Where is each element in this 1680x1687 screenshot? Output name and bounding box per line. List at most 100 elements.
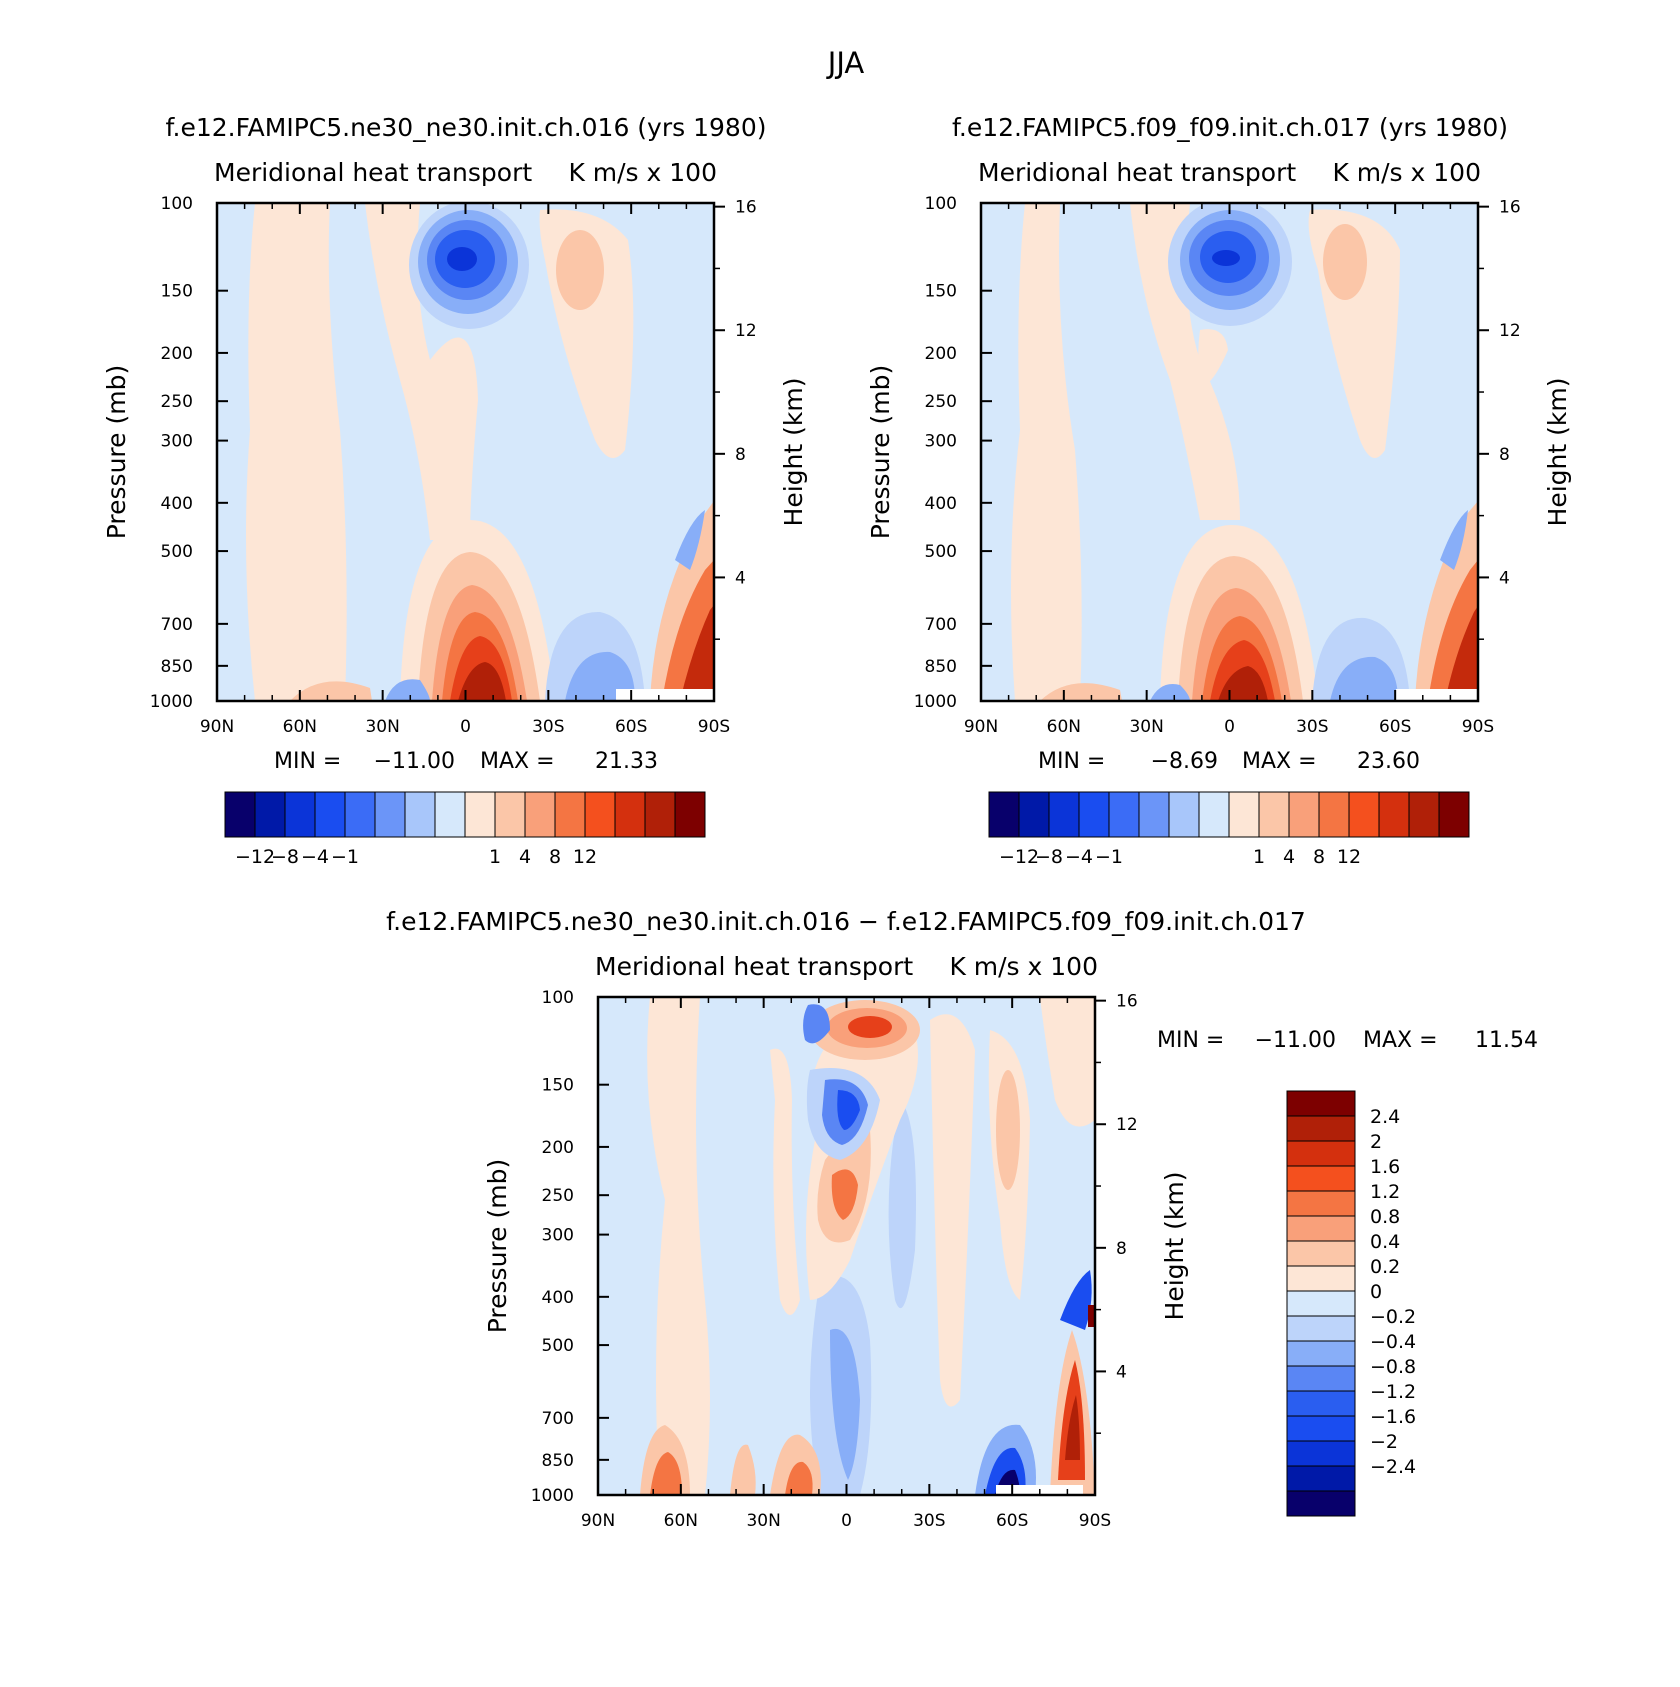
y-axis-pressure: 100 150 200 250 300 400 500 700 850 1000: [531, 988, 609, 1506]
min-label: MIN =: [1038, 749, 1105, 774]
colorbar-box: [614, 791, 646, 838]
y-tick-label: 200: [161, 344, 193, 364]
y-tick-label: 850: [161, 657, 193, 677]
x-tick-label: 30S: [1296, 717, 1328, 737]
shading-contour: [290, 681, 372, 701]
panel-top-right: f.e12.FAMIPC5.f09_f09.init.ch.017 (yrs 1…: [866, 113, 1572, 868]
colorbar-label: 8: [549, 846, 561, 868]
colorbar-box: [1286, 1315, 1356, 1342]
shading-contour: [675, 510, 705, 570]
x-axis: 90N 60N 30N 0 30S 60S 90S: [200, 203, 730, 737]
y-tick-label: 700: [161, 615, 193, 635]
shading-contour: [831, 1169, 858, 1220]
shading-field: [598, 997, 1095, 1495]
colorbar-box: [1198, 791, 1230, 838]
colorbar-label: 2.4: [1370, 1106, 1400, 1128]
panel-difference: f.e12.FAMIPC5.ne30_ne30.init.ch.016 − f.…: [386, 907, 1538, 1531]
panel-title: f.e12.FAMIPC5.ne30_ne30.init.ch.016 (yrs…: [166, 113, 767, 142]
y-tick-label: 250: [925, 392, 957, 412]
colorbar-box: [344, 791, 376, 838]
colorbar-label: 4: [519, 846, 531, 868]
y-tick-label: 1000: [914, 692, 957, 712]
y-tick-label: 150: [925, 282, 957, 302]
shading-band: [246, 203, 347, 701]
panel-subtitle-right: K m/s x 100: [1332, 158, 1481, 187]
colorbar-box: [434, 791, 466, 838]
y-tick-label: 250: [542, 1186, 574, 1206]
colorbar-box: [1286, 1340, 1356, 1367]
shading-contour: [556, 230, 604, 310]
x-tick-label: 60S: [1379, 717, 1411, 737]
colorbar-box: [284, 791, 316, 838]
shading-contour: [650, 1452, 682, 1495]
colorbar-box: [1286, 1415, 1356, 1442]
y-tick-label: 300: [925, 432, 957, 452]
x-tick-label: 30N: [1129, 717, 1163, 737]
colorbar-box: [644, 791, 676, 838]
shading-contour: [565, 651, 635, 701]
y-right-tick-label: 12: [735, 321, 757, 341]
colorbar-box: [1286, 1165, 1356, 1192]
y-axis-label: Pressure (mb): [866, 365, 895, 539]
x-tick-label: 30S: [913, 1511, 945, 1531]
colorbar-label: 0.2: [1370, 1256, 1400, 1278]
shading-contour: [1330, 656, 1398, 701]
panel-subtitle-left: Meridional heat transport: [214, 158, 532, 187]
colorbar-box: [1286, 1465, 1356, 1492]
colorbar-label: −4: [301, 846, 329, 868]
colorbar-box: [1286, 1365, 1356, 1392]
colorbar-box: [1286, 1490, 1356, 1517]
x-tick-label: 0: [841, 1511, 852, 1531]
panel-subtitle-left: Meridional heat transport: [978, 158, 1296, 187]
colorbar-box: [464, 791, 496, 838]
y-right-tick-label: 16: [1116, 992, 1138, 1012]
y-tick-label: 500: [925, 542, 957, 562]
colorbar-box: [1108, 791, 1140, 838]
panel-subtitle-right: K m/s x 100: [949, 952, 1098, 981]
shading-band: [1040, 997, 1095, 1127]
colorbar-box: [224, 791, 256, 838]
shading-contour: [1088, 1305, 1095, 1327]
y-tick-label: 1000: [531, 1486, 574, 1506]
x-tick-label: 30N: [746, 1511, 780, 1531]
colorbar-box: [988, 791, 1020, 838]
x-tick-label: 60N: [283, 717, 317, 737]
panel-top-left: f.e12.FAMIPC5.ne30_ne30.init.ch.016 (yrs…: [102, 113, 808, 868]
colorbar-label: 1: [1253, 846, 1265, 868]
colorbar-box: [1408, 791, 1440, 838]
colorbar-label: −2.4: [1370, 1456, 1416, 1478]
y-tick-label: 150: [161, 282, 193, 302]
shading-field: [981, 203, 1478, 701]
colorbar-box: [1438, 791, 1470, 838]
colorbar-label: −12: [999, 846, 1039, 868]
colorbar-label: −0.4: [1370, 1331, 1416, 1353]
colorbar-label: −1.6: [1370, 1406, 1416, 1428]
shading-contour: [830, 1328, 860, 1480]
colorbar-label: 0.8: [1370, 1206, 1400, 1228]
colorbar-label: 0: [1370, 1281, 1382, 1303]
y-right-tick-label: 4: [1116, 1362, 1127, 1382]
x-tick-label: 90S: [1079, 1511, 1111, 1531]
colorbar-label: 2: [1370, 1131, 1382, 1153]
x-tick-label: 0: [460, 717, 471, 737]
shading-contour: [848, 1016, 892, 1038]
min-label: MIN =: [274, 749, 341, 774]
shading-contour: [1065, 1395, 1080, 1460]
max-label: MAX =: [1242, 749, 1317, 774]
x-tick-label: 90S: [698, 717, 730, 737]
colorbar-box: [1288, 791, 1320, 838]
y-right-tick-label: 12: [1116, 1115, 1138, 1135]
colorbar-box: [1286, 1215, 1356, 1242]
colorbar: −12−8 −4 −1 1 4 8 12: [224, 791, 706, 868]
y-tick-label: 300: [161, 432, 193, 452]
shading-contour: [888, 1100, 916, 1309]
shading-contour: [1150, 684, 1190, 701]
x-tick-label: 30N: [365, 717, 399, 737]
y-tick-label: 100: [542, 988, 574, 1008]
y-right-tick-label: 16: [1499, 198, 1521, 218]
missing-data-mask: [616, 689, 714, 701]
y-right-tick-label: 8: [1116, 1239, 1127, 1259]
x-tick-label: 90N: [964, 717, 998, 737]
y-axis-label: Pressure (mb): [102, 365, 131, 539]
